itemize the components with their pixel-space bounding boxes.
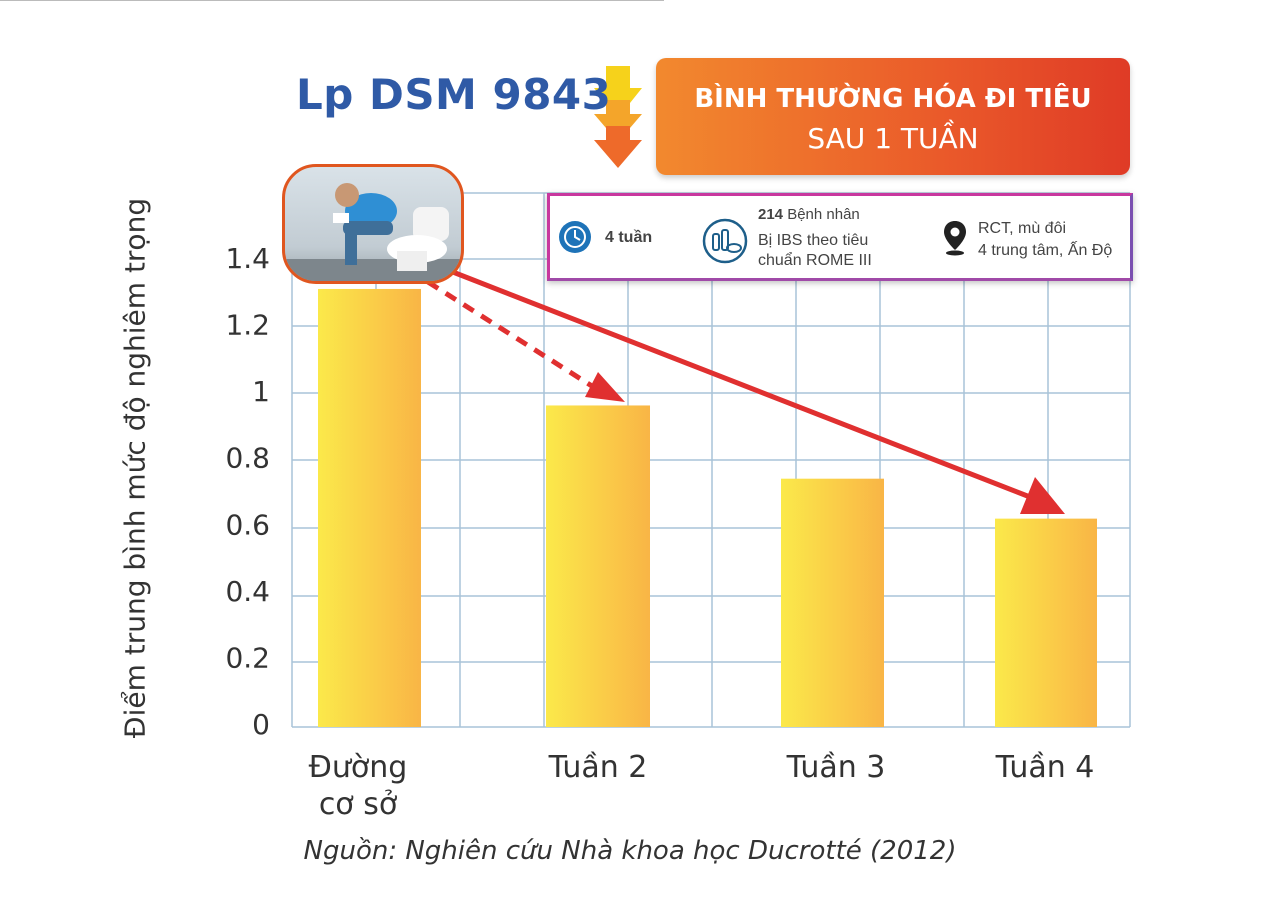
patients-heading: 214 Bệnh nhân [758, 206, 860, 223]
medicine-icon [702, 218, 748, 269]
solid-arrow-head [1020, 477, 1065, 514]
design-text-2: 4 trung tâm, Ấn Độ [978, 242, 1113, 259]
y-axis-label: Điểm trung bình mức độ nghiêm trọng [118, 197, 152, 739]
patients-count: 214 [758, 206, 784, 223]
x-category-label: Tuần 3 [786, 750, 886, 785]
banner-line-2: SAU 1 TUẦN [807, 122, 979, 155]
y-tick-label: 0 [252, 708, 270, 741]
dashed-trend-arrow [426, 279, 597, 391]
x-category-label: cơ sở [319, 787, 398, 822]
design-text-1: RCT, mù đôi [978, 220, 1067, 237]
bar-3 [781, 478, 884, 727]
bar-2 [546, 405, 650, 727]
patients-desc-2: chuẩn ROME III [758, 252, 872, 269]
solid-trend-arrow [439, 264, 1031, 500]
y-tick-label: 0.8 [225, 442, 270, 475]
source-note: Nguồn: Nghiên cứu Nhà khoa học Ducrotté … [303, 836, 957, 866]
y-tick-label: 0.2 [225, 641, 270, 674]
patients-desc-1: Bị IBS theo tiêu [758, 232, 869, 249]
top-divider [0, 0, 664, 1]
result-banner: BÌNH THƯỜNG HÓA ĐI TIÊU SAU 1 TUẦN [656, 58, 1130, 175]
y-ticks: 0 0.2 0.4 0.6 0.8 1 1.2 1.4 [225, 242, 270, 741]
y-tick-label: 0.6 [225, 508, 270, 541]
down-arrows-icon [594, 66, 642, 168]
duration-text: 4 tuần [605, 229, 653, 246]
patients-label: Bệnh nhân [787, 206, 860, 223]
bar-1 [318, 288, 421, 727]
location-pin-icon [943, 220, 967, 261]
y-tick-label: 1 [252, 375, 270, 408]
y-tick-label: 1.4 [225, 242, 270, 275]
patient-photo [282, 164, 464, 284]
dashed-arrow-head [585, 372, 625, 402]
y-tick-label: 0.4 [225, 575, 270, 608]
y-tick-label: 1.2 [225, 309, 270, 342]
bar-4 [995, 518, 1097, 727]
clock-icon [558, 220, 592, 259]
bars [318, 288, 1097, 727]
study-info-box: 4 tuần 214 Bệnh nhân Bị IBS theo tiêu ch… [547, 193, 1133, 281]
banner-line-1: BÌNH THƯỜNG HÓA ĐI TIÊU [694, 84, 1092, 114]
brand-title: Lp DSM 9843 [296, 70, 612, 119]
x-category-label: Đường [309, 750, 408, 785]
x-category-label: Tuần 4 [995, 750, 1095, 785]
trend-arrows [426, 264, 1065, 514]
x-category-label: Tuần 2 [548, 750, 648, 785]
